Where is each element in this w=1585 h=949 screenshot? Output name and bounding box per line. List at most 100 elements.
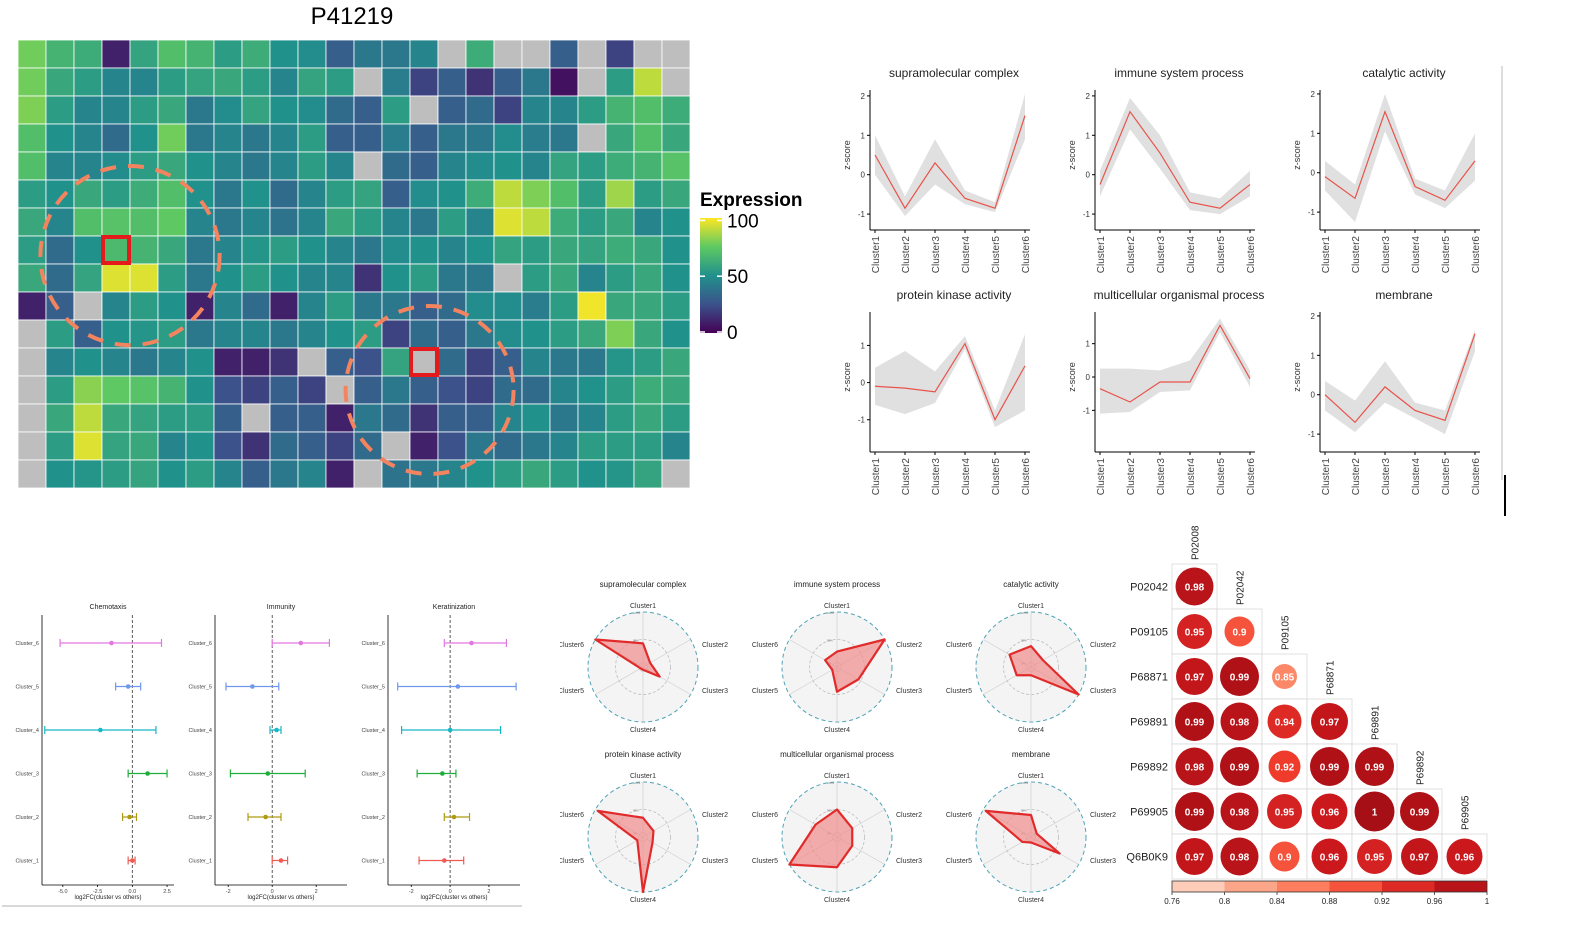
corr-circle — [1220, 702, 1259, 741]
forest-plot-panel: Chemotaxis Cluster_6 Cluster_5 Cluster_4 Clu… — [0, 590, 525, 910]
heatmap-cell — [45, 403, 75, 433]
corr-value-label: 0.99 — [1185, 808, 1205, 819]
heatmap-cell — [465, 207, 495, 237]
heatmap-cell — [437, 151, 467, 181]
heatmap-cell — [73, 179, 103, 209]
heatmap-cell — [353, 123, 383, 153]
heatmap-cell — [661, 431, 691, 461]
heatmap-cell — [213, 459, 243, 489]
corr-value-label: 0.97 — [1320, 718, 1340, 729]
heatmap-cell — [465, 123, 495, 153]
radar-facet-title: supramolecular complex — [600, 580, 687, 589]
heatmap-cell — [381, 67, 411, 97]
corr-colorbar-tick-label: 0.76 — [1164, 897, 1180, 906]
radar-axis-label: Cluster3 — [1090, 858, 1116, 865]
heatmap-cell — [465, 179, 495, 209]
heatmap-cell — [157, 123, 187, 153]
heatmap-cell — [549, 263, 579, 293]
heatmap-cell — [493, 235, 523, 265]
heatmap-cell — [157, 179, 187, 209]
heatmap-cell — [437, 179, 467, 209]
heatmap-cell — [577, 207, 607, 237]
forest-category-label: Cluster_6 — [361, 641, 385, 647]
radar-axis-label: Cluster4 — [824, 727, 850, 734]
heatmap-cell — [409, 375, 439, 405]
corr-colorbar-segment — [1172, 881, 1225, 892]
heatmap-cell — [549, 347, 579, 377]
trend-x-tick-label: Cluster2 — [901, 458, 912, 496]
trend-facet-title: membrane — [1375, 288, 1433, 302]
corr-value-label: 0.9 — [1278, 853, 1292, 864]
heatmap-cell — [185, 123, 215, 153]
trend-line — [1099, 110, 1251, 209]
heatmap-cell — [269, 235, 299, 265]
heatmap-cell — [437, 319, 467, 349]
forest-x-tick-label: -2 — [409, 889, 414, 895]
heatmap-cell — [17, 347, 47, 377]
heatmap-cell — [381, 431, 411, 461]
radar-mid-ring — [1003, 639, 1059, 695]
heatmap-cell — [493, 291, 523, 321]
heatmap-cell — [73, 347, 103, 377]
radar-ring-label: 100% — [827, 781, 835, 785]
heatmap-cell — [157, 235, 187, 265]
radar-ring-label: 50% — [1021, 809, 1027, 813]
radar-axis-label: Cluster2 — [896, 812, 922, 819]
heatmap-cell — [129, 263, 159, 293]
heatmap-cell — [297, 179, 327, 209]
trend-y-tick-label: 2 — [1086, 92, 1091, 101]
trend-x-tick-label: Cluster6 — [1021, 458, 1032, 496]
heatmap-cell — [353, 291, 383, 321]
radar-axis-label: Cluster4 — [630, 727, 656, 734]
corr-circle — [1357, 839, 1392, 874]
heatmap-cell — [241, 151, 271, 181]
heatmap-cell — [409, 39, 439, 69]
heatmap-cell — [73, 39, 103, 69]
forest-estimate-point — [447, 727, 453, 733]
radar-ring-label: 100% — [827, 611, 835, 615]
radar-axis-label: Cluster4 — [824, 897, 850, 904]
heatmap-cell — [73, 375, 103, 405]
heatmap-cell — [269, 375, 299, 405]
heatmap-cell — [45, 375, 75, 405]
corr-circle — [1400, 792, 1439, 831]
heatmap-cell — [213, 179, 243, 209]
heatmap-cell — [465, 235, 495, 265]
heatmap-cell — [185, 95, 215, 125]
trend-line — [874, 342, 1026, 422]
radar-facet-supramolecular-complex: supramolecular complex100%50%0%Cluster1C… — [558, 580, 728, 734]
trend-y-tick-label: 1 — [1311, 129, 1316, 138]
heatmap-cell — [661, 39, 691, 69]
trend-facet-protein-kinase-activity: protein kinase activity -1 0 1 z-score Cluste… — [842, 288, 1032, 495]
radar-axis-label: Cluster5 — [946, 858, 972, 865]
heatmap-cell — [465, 39, 495, 69]
heatmap-cell — [381, 403, 411, 433]
heatmap-cell — [297, 235, 327, 265]
corr-circle — [1220, 792, 1259, 831]
heatmap-cell — [381, 95, 411, 125]
trend-facet-title: catalytic activity — [1362, 66, 1445, 80]
heatmap-cell — [297, 431, 327, 461]
heatmap-cell — [661, 235, 691, 265]
heatmap-cell — [605, 235, 635, 265]
corr-value-label: 0.99 — [1320, 763, 1340, 774]
trend-x-tick-label: Cluster6 — [1021, 236, 1032, 274]
forest-facet-keratinization: Keratinization Cluster_6 Cluster_5 Cluster_… — [361, 604, 520, 901]
trend-x-tick-label: Cluster3 — [931, 236, 942, 274]
heatmap-cell — [325, 235, 355, 265]
correlation-matrix-panel: P02042 0.98 P09105 0.95 0.9 P68871 0.97 0.99 0.8… — [1125, 515, 1525, 915]
radar-facet-protein-kinase-activity: protein kinase activity100%50%0%Cluster1… — [558, 750, 728, 904]
corr-colorbar-segment — [1277, 881, 1330, 892]
heatmap-cell — [73, 123, 103, 153]
heatmap-cell — [129, 375, 159, 405]
trend-x-tick-label: Cluster1 — [871, 236, 882, 274]
heatmap-cell — [241, 95, 271, 125]
trend-facet-title: supramolecular complex — [889, 66, 1019, 80]
corr-row-label: P09105 — [1130, 627, 1168, 639]
heatmap-cell — [241, 319, 271, 349]
forest-category-label: Cluster_5 — [188, 685, 212, 691]
heatmap-cell — [73, 291, 103, 321]
heatmap-cell — [605, 39, 635, 69]
radar-chart-panel: supramolecular complex100%50%0%Cluster1C… — [558, 565, 1150, 915]
heatmap-cell — [437, 347, 467, 377]
